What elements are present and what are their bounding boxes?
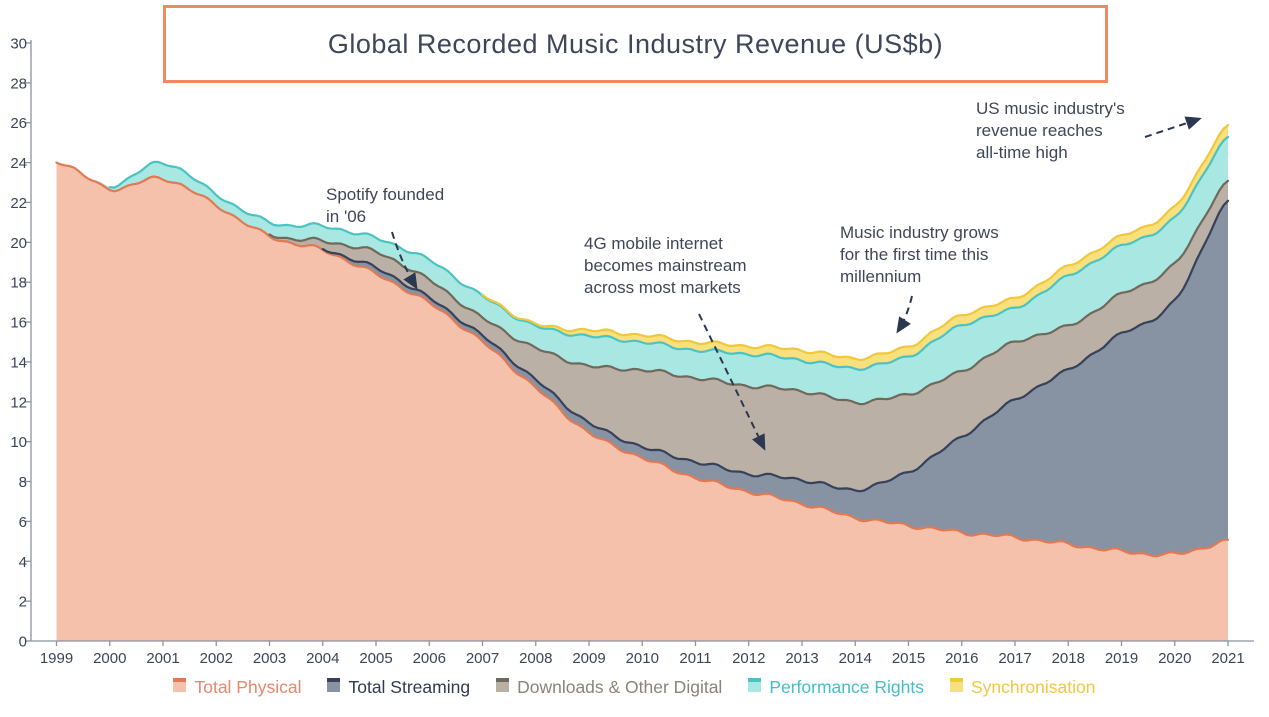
x-axis-label: 2004 [306, 650, 339, 667]
area-total-streaming [56, 162, 1228, 557]
line-downloads-other-digital [268, 179, 1230, 406]
legend-label: Total Physical [194, 676, 302, 697]
y-axis-label: 30 [10, 36, 27, 53]
legend-item-downloads-other-digital: Downloads & Other Digital [496, 677, 722, 698]
chart-title: Global Recorded Music Industry Revenue (… [327, 28, 944, 59]
legend-item-total-physical: Total Physical [173, 677, 301, 698]
x-axis-label: 2010 [626, 650, 659, 667]
legend-item-total-streaming: Total Streaming [327, 677, 470, 698]
line-synchronisation [481, 124, 1230, 362]
annotation-arrow [391, 231, 418, 290]
chart-legend: Total Physical Total Streaming Downloads &… [0, 672, 1269, 702]
legend-swatch-performance-rights-icon [748, 678, 762, 692]
legend-swatch-synchronisation-icon [949, 678, 963, 692]
annotation-text: Music industry grows for the first time … [840, 223, 999, 286]
y-axis-label: 10 [10, 434, 27, 451]
y-axis-label: 18 [10, 275, 27, 292]
x-axis-label: 2017 [998, 650, 1031, 667]
x-axis-label: 2021 [1211, 650, 1244, 667]
y-axis-label: 12 [10, 394, 27, 411]
y-axis-label: 14 [10, 354, 27, 371]
y-axis-label: 26 [10, 115, 27, 132]
y-axis-label: 4 [19, 554, 27, 571]
x-axis-label: 2007 [466, 650, 499, 667]
x-axis-label: 2006 [413, 650, 446, 667]
x-axis-label: 2008 [519, 650, 552, 667]
line-performance-rights [108, 135, 1230, 371]
line-total-physical [55, 161, 1230, 558]
annotation-arrow [1144, 116, 1202, 138]
x-axis-label: 2020 [1158, 650, 1191, 667]
x-axis-label: 2009 [572, 650, 605, 667]
annotation-text: 4G mobile internet becomes mainstream ac… [584, 234, 747, 297]
y-axis-label: 0 [19, 634, 27, 651]
x-axis-label: 2014 [839, 650, 872, 667]
y-axis-label: 28 [10, 75, 27, 92]
annotation-arrow [698, 313, 766, 451]
series-boundary-lines [55, 124, 1230, 558]
x-axis-label: 2012 [732, 650, 765, 667]
x-axis-label: 2015 [892, 650, 925, 667]
legend-swatch-downloads-other-digital-icon [496, 678, 510, 692]
y-axis-label: 22 [10, 195, 27, 212]
y-axis-label: 6 [19, 514, 27, 531]
x-axis-label: 2003 [253, 650, 286, 667]
stacked-areas [56, 125, 1228, 641]
x-axis-label: 2001 [146, 650, 179, 667]
annotation-arrows [391, 116, 1202, 451]
legend-label: Total Streaming [348, 676, 471, 697]
x-axis-label: 2019 [1105, 650, 1138, 667]
legend-label: Synchronisation [970, 676, 1096, 697]
x-axis-label: 2011 [679, 650, 711, 667]
y-axis-label: 16 [10, 315, 27, 332]
area-downloads-other-digital [56, 162, 1228, 492]
annotation-arrow [896, 295, 913, 334]
legend-label: Performance Rights [769, 676, 924, 697]
legend-item-performance-rights: Performance Rights [748, 677, 924, 698]
x-axis-label: 2018 [1052, 650, 1085, 667]
x-axis-label: 2005 [359, 650, 392, 667]
legend-label: Downloads & Other Digital [517, 676, 723, 697]
x-axis-label: 2000 [93, 650, 126, 667]
line-total-streaming [321, 199, 1230, 493]
area-total-physical [56, 162, 1228, 641]
y-axis-label: 2 [19, 594, 27, 611]
legend-swatch-total-streaming-icon [327, 678, 341, 692]
x-axis-label: 2016 [945, 650, 978, 667]
chart-title-box: Global Recorded Music Industry Revenue (… [163, 5, 1108, 83]
legend-swatch-total-physical-icon [173, 678, 187, 692]
x-axis-label: 2013 [785, 650, 818, 667]
y-axis-label: 20 [10, 235, 27, 252]
x-axis-label: 1999 [40, 650, 73, 667]
area-performance-rights [56, 137, 1228, 405]
x-axis-label: 2002 [200, 650, 233, 667]
annotation-text: US music industry's revenue reaches all-… [976, 99, 1125, 162]
y-axis-label: 24 [10, 155, 27, 172]
annotation-text: Spotify founded in '06 [326, 185, 445, 226]
y-axis-label: 8 [19, 474, 27, 491]
legend-item-synchronisation: Synchronisation [949, 676, 1096, 698]
